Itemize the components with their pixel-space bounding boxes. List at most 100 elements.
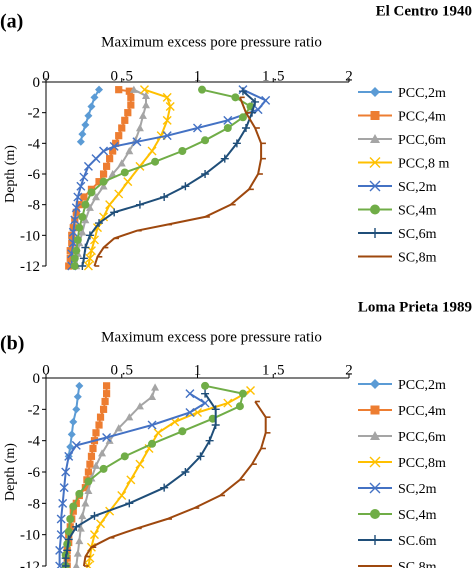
data-point <box>56 530 66 540</box>
data-point <box>201 389 210 398</box>
x-tick-label: 0 <box>42 363 50 379</box>
data-point <box>83 161 93 171</box>
legend-entry: SC,6m <box>358 227 437 242</box>
series-sc-4m <box>70 85 255 270</box>
data-point <box>205 436 214 445</box>
y-tick-label: -12 <box>20 559 40 568</box>
series-line <box>87 389 251 567</box>
x-tick-label: 0 <box>42 69 50 85</box>
data-point <box>89 444 97 453</box>
series-pcc-6m <box>72 383 160 568</box>
data-point <box>99 464 108 473</box>
data-point <box>78 511 87 520</box>
panel-label: (a) <box>0 11 23 33</box>
legend-swatch-marker <box>369 180 381 192</box>
data-point <box>109 147 117 155</box>
data-point <box>198 85 207 94</box>
data-point <box>181 468 190 476</box>
y-tick-label: -4 <box>28 434 41 450</box>
y-tick-label: -6 <box>28 167 41 183</box>
data-point <box>115 86 123 94</box>
data-point <box>223 115 233 125</box>
data-point <box>64 535 73 544</box>
data-point <box>117 159 126 167</box>
data-point <box>91 154 101 164</box>
data-point <box>73 392 82 401</box>
data-point <box>108 170 117 178</box>
data-point <box>81 484 89 492</box>
data-point <box>61 467 71 477</box>
data-point <box>68 231 76 239</box>
data-point <box>126 475 136 485</box>
data-point <box>127 93 135 101</box>
legend-entry: SC.6m <box>358 534 437 549</box>
series-sc-2m <box>55 389 210 568</box>
y-tick-label: -10 <box>20 528 40 544</box>
x-tick-label: 2 <box>345 69 353 85</box>
data-point <box>135 459 145 469</box>
data-point <box>178 427 187 436</box>
data-point <box>75 489 84 498</box>
data-point <box>160 193 169 201</box>
data-point <box>201 136 210 145</box>
series-line <box>82 400 267 567</box>
series-pcc-6m <box>72 85 150 270</box>
data-point <box>148 439 157 448</box>
data-point <box>124 109 132 117</box>
y-tick-label: 0 <box>33 75 41 91</box>
data-point <box>115 132 123 140</box>
data-point <box>90 511 99 520</box>
data-point <box>75 536 84 545</box>
data-point <box>162 115 172 125</box>
panel-label: (b) <box>0 333 24 355</box>
data-point <box>148 392 157 400</box>
data-point <box>66 254 74 262</box>
legend-swatch-marker <box>370 405 380 415</box>
data-point <box>132 137 142 147</box>
data-point <box>231 93 240 102</box>
data-point <box>185 407 195 417</box>
series-pcc-8m <box>83 386 256 568</box>
legend-label: SC,8m <box>398 251 437 266</box>
data-point <box>153 428 163 438</box>
data-point <box>165 102 175 112</box>
data-point <box>84 486 93 494</box>
y-tick-label: 0 <box>33 371 41 387</box>
series-sc-6m <box>78 87 260 270</box>
data-point <box>85 253 95 263</box>
data-point <box>261 95 271 105</box>
data-point <box>125 499 134 508</box>
data-point <box>211 405 220 414</box>
legend-label: PCC,2m <box>398 86 446 101</box>
data-point <box>99 182 108 190</box>
data-point <box>72 522 81 531</box>
data-point <box>87 188 96 197</box>
data-point <box>78 130 87 139</box>
data-point <box>66 247 74 255</box>
legend-entry: SC,2m <box>358 180 437 195</box>
y-tick-label: -12 <box>20 259 40 275</box>
data-point <box>89 530 99 540</box>
data-point <box>135 402 144 410</box>
legend-label: SC,6m <box>398 227 437 242</box>
series-line <box>81 90 257 267</box>
data-point <box>99 177 108 186</box>
data-point <box>76 181 86 191</box>
data-point <box>78 228 87 236</box>
legend-swatch-marker <box>369 456 381 468</box>
event-title: Loma Prieta 1989 <box>358 300 472 316</box>
data-point <box>75 223 84 232</box>
legend-label: PCC,2m <box>398 378 446 393</box>
data-point <box>72 499 80 507</box>
data-point <box>85 203 94 211</box>
data-point <box>106 155 114 163</box>
legend-label: SC,2m <box>398 180 437 195</box>
data-point <box>223 398 233 408</box>
data-point <box>109 141 119 151</box>
legend-entry: PCC,8m <box>358 456 446 471</box>
data-point <box>69 502 78 511</box>
data-point <box>81 499 90 507</box>
data-point <box>160 483 169 492</box>
data-point <box>95 85 104 94</box>
